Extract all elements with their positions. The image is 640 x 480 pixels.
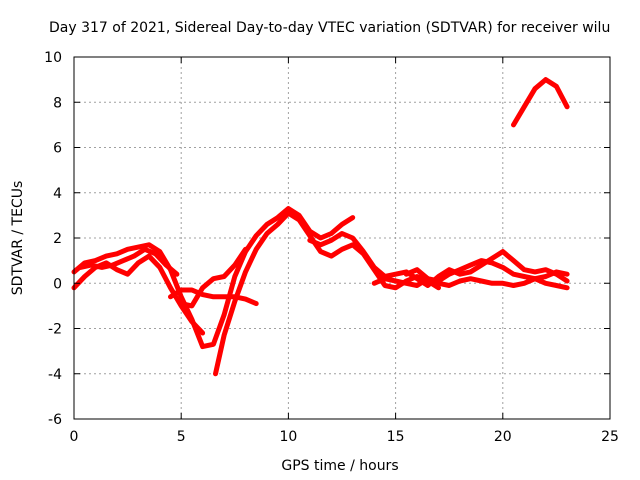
x-tick-label: 20 [494,429,512,445]
data-traces [71,77,570,377]
tick-labels: 0 5 10 15 20 25 -6 -4 -2 0 2 4 6 8 10 [44,50,619,445]
series-sat-g [307,231,570,288]
y-tick-label: 6 [53,141,62,157]
series-sat-d [168,287,259,307]
series-sat-a [71,206,356,350]
axis-ticks [73,56,611,420]
series-sat-e [178,246,248,309]
y-tick-label: -2 [48,322,62,338]
y-tick-label: 4 [53,186,62,202]
y-tick-label: -6 [48,412,62,428]
series-sat-j [511,77,570,128]
x-tick-label: 15 [387,429,405,445]
y-tick-label: 2 [53,231,62,247]
y-axis-label: SDTVAR / TECUs [10,181,26,296]
series-sat-i [403,258,570,284]
y-tick-label: -4 [48,367,62,383]
x-tick-label: 25 [601,429,619,445]
grid [74,57,610,419]
y-tick-label: 8 [53,95,62,111]
y-tick-label: 10 [44,50,62,66]
x-tick-label: 5 [177,429,186,445]
series-sat-c [71,253,206,336]
y-tick-label: 0 [53,276,62,292]
x-axis-label: GPS time / hours [281,458,398,474]
chart-title: Day 317 of 2021, Sidereal Day-to-day VTE… [49,20,610,36]
x-tick-label: 10 [279,429,297,445]
x-tick-label: 0 [70,429,79,445]
